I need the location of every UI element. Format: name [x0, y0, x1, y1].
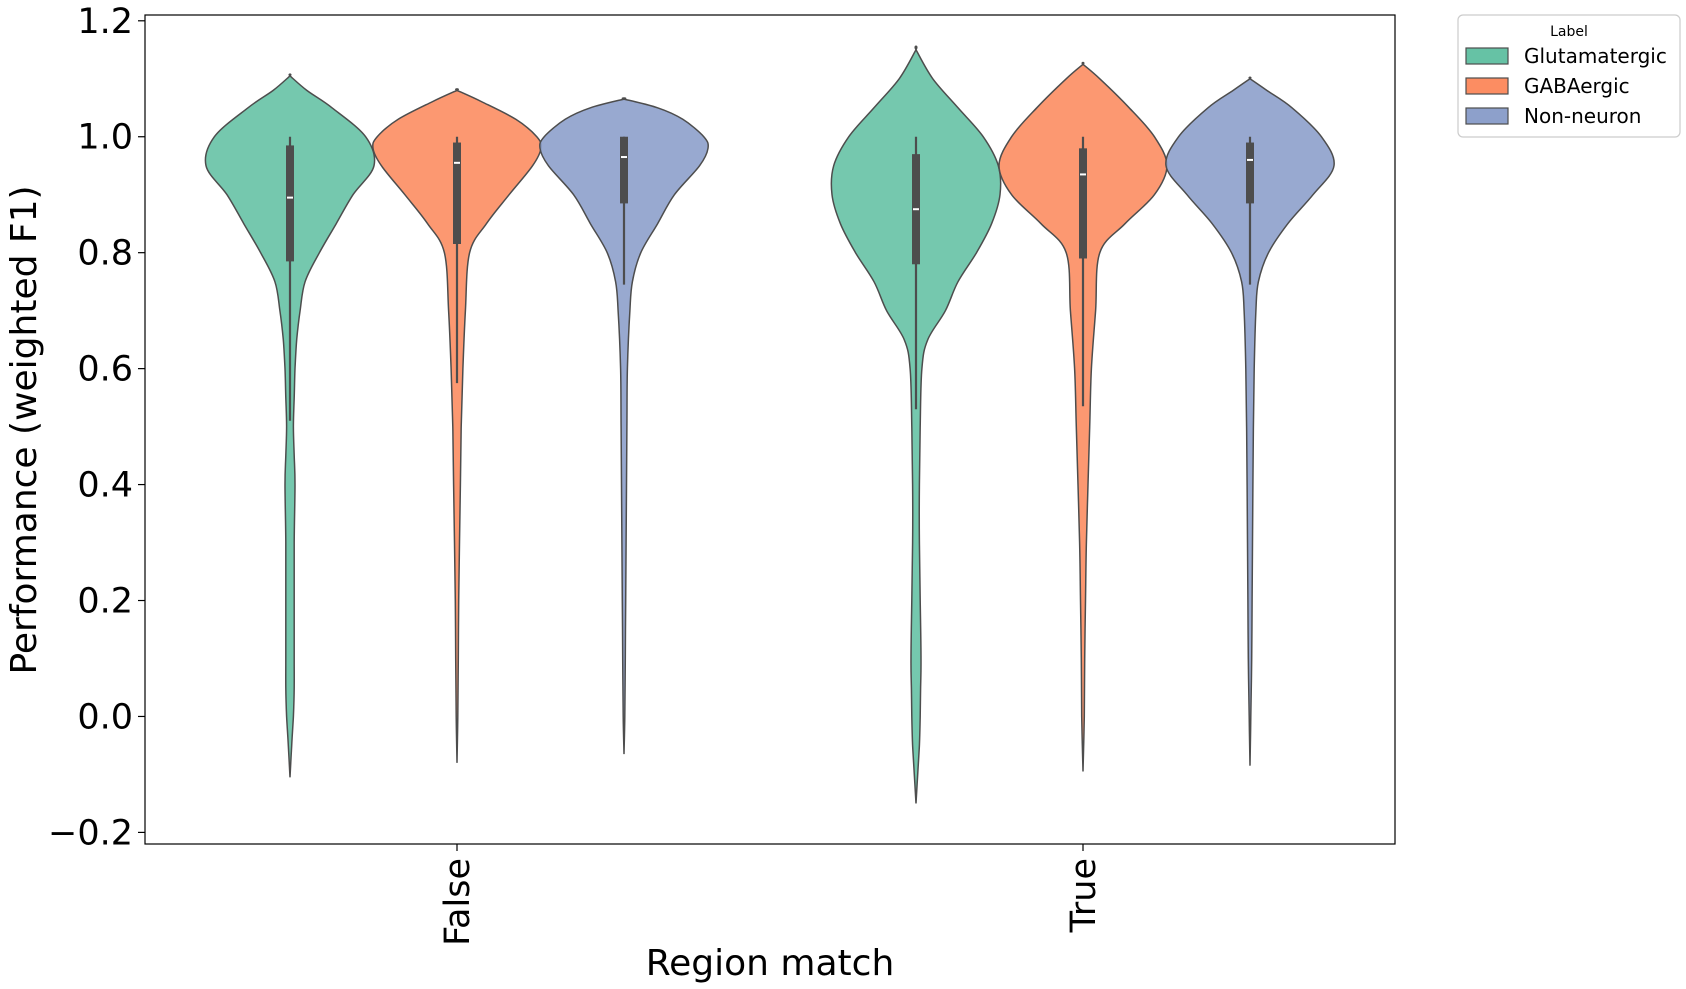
x-axis-title: Region match: [646, 943, 895, 984]
legend: Label Glutamatergic GABAergic Non-neuron: [1457, 14, 1681, 138]
violin-iqr-box: [1246, 142, 1254, 204]
legend-label: Non-neuron: [1524, 104, 1641, 128]
violin-non-neuron-false: [539, 97, 709, 755]
violin-body: [539, 97, 709, 755]
legend-label: Glutamatergic: [1524, 44, 1667, 68]
violin-non-neuron-true: [1165, 76, 1335, 766]
violin-body: [1165, 76, 1335, 766]
y-tick-label: 1.0: [77, 118, 133, 158]
violin-iqr-box: [1079, 148, 1087, 259]
y-tick-label: −0.2: [48, 813, 133, 853]
y-axis-title: Performance (weighted F1): [4, 185, 45, 674]
plot-frame: [144, 14, 1396, 845]
y-axis: −0.2 0.0 0.2 0.4 0.6 0.8 1.0 1.2: [48, 2, 145, 853]
violin-iqr-box: [620, 136, 628, 204]
y-tick-label: 0.8: [77, 234, 133, 274]
y-tick-label: 1.2: [77, 2, 133, 42]
legend-swatch: [1465, 77, 1509, 95]
x-axis: False True: [438, 844, 1104, 946]
y-tick-label: 0.6: [77, 350, 133, 390]
legend-frame: [1457, 14, 1681, 138]
violin-iqr-box: [286, 145, 294, 262]
violin-body: [204, 73, 376, 778]
violin-glutamatergic-false: [204, 73, 376, 778]
legend-entries: Glutamatergic GABAergic Non-neuron: [1465, 44, 1667, 128]
violin-body: [998, 61, 1168, 772]
violin-body: [372, 88, 542, 763]
legend-title: Label: [1550, 24, 1588, 40]
legend-swatch: [1465, 107, 1509, 125]
violin-iqr-box: [453, 142, 461, 244]
legend-swatch: [1465, 47, 1509, 65]
legend-label: GABAergic: [1524, 74, 1630, 98]
violin-gabaergic-true: [998, 61, 1168, 772]
y-tick-label: 0.2: [77, 582, 133, 622]
y-tick-label: 0.4: [77, 466, 133, 506]
violin-glutamatergic-true: [830, 45, 1002, 804]
violin-body: [830, 45, 1002, 804]
x-tick-label: False: [438, 858, 478, 946]
violin-layer: [204, 45, 1335, 804]
x-tick-label: True: [1064, 858, 1104, 933]
y-tick-label: 0.0: [77, 697, 133, 737]
violin-gabaergic-false: [372, 88, 542, 763]
